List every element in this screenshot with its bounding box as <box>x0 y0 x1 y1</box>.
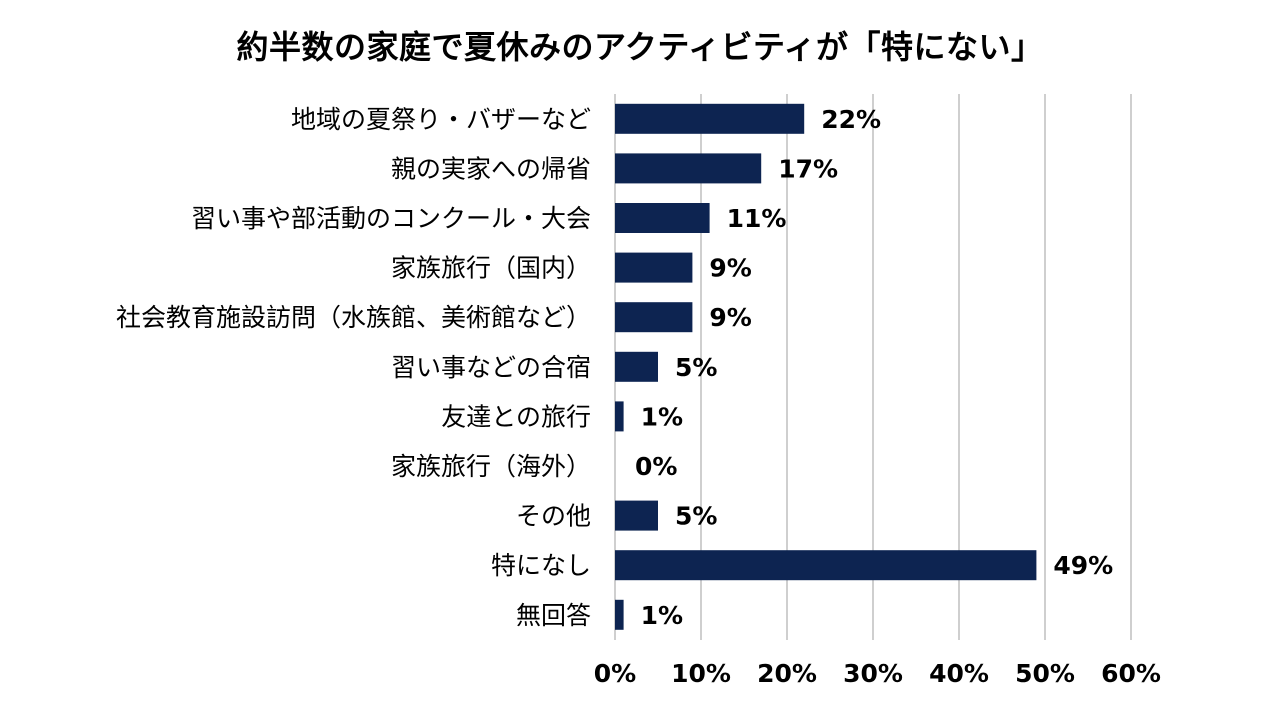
bar <box>615 401 624 432</box>
category-label: その他 <box>516 502 591 531</box>
x-tick-label: 50% <box>1015 659 1075 688</box>
x-tick-labels: 0% 10% 20% 30% 40% 50% 60% <box>594 659 1161 688</box>
category-labels: 地域の夏祭り・バザーなど親の実家への帰省習い事や部活動のコンクール・大会家族旅行… <box>116 105 591 630</box>
bars <box>615 103 1037 630</box>
category-label: 習い事などの合宿 <box>391 353 591 382</box>
category-label: 習い事や部活動のコンクール・大会 <box>191 204 591 233</box>
value-labels: 22% 17% 11% 9% 9% 5% 1% 0% 5% 49% 1% <box>635 105 1113 630</box>
chart-title: 約半数の家庭で夏休みのアクティビティが「特にない」 <box>236 28 1044 66</box>
value-label: 1% <box>641 402 683 431</box>
category-label: 無回答 <box>516 601 591 630</box>
x-tick-label: 60% <box>1101 659 1161 688</box>
value-label: 49% <box>1053 551 1113 580</box>
bar <box>615 203 710 233</box>
grid-lines <box>614 94 1132 640</box>
bar <box>615 351 658 382</box>
value-label: 11% <box>727 204 787 233</box>
x-tick-label: 10% <box>671 659 731 688</box>
value-label: 5% <box>675 353 717 382</box>
x-tick-label: 30% <box>843 659 903 688</box>
value-label: 22% <box>821 105 881 134</box>
category-label: 特になし <box>491 551 591 580</box>
category-label: 地域の夏祭り・バザーなど <box>291 105 591 134</box>
value-label: 0% <box>635 452 677 481</box>
value-label: 1% <box>641 601 683 630</box>
category-label: 家族旅行（国内） <box>391 254 591 283</box>
bar <box>615 302 693 333</box>
bar <box>615 500 658 531</box>
x-tick-label: 20% <box>757 659 817 688</box>
category-label: 家族旅行（海外） <box>391 452 591 481</box>
category-label: 親の実家への帰省 <box>391 154 591 183</box>
value-label: 17% <box>778 154 838 183</box>
bar <box>615 153 762 184</box>
bar <box>615 599 624 630</box>
category-label: 友達との旅行 <box>441 402 591 431</box>
bar <box>615 252 693 283</box>
x-tick-label: 0% <box>594 659 636 688</box>
value-label: 9% <box>709 303 751 332</box>
x-tick-label: 40% <box>929 659 989 688</box>
category-label: 社会教育施設訪問（水族館、美術館など） <box>116 303 591 332</box>
bar <box>615 550 1037 581</box>
value-label: 5% <box>675 502 717 531</box>
bar <box>615 103 805 134</box>
value-label: 9% <box>709 254 751 283</box>
